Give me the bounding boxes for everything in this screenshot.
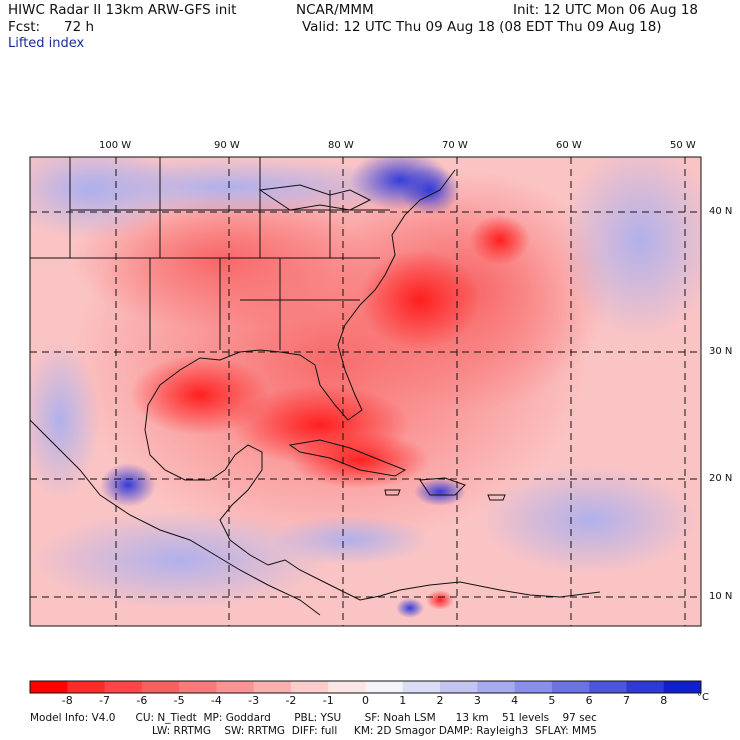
field-name: Lifted index — [8, 36, 85, 51]
colorbar-tick-label: 6 — [585, 694, 593, 707]
colorbar-swatch — [30, 681, 68, 693]
lon-label-90w: 90 W — [214, 140, 240, 151]
colorbar-tick-label: 4 — [511, 694, 519, 707]
plot-frame — [29, 156, 702, 627]
colorbar-swatch — [589, 681, 627, 693]
pos-region-southwest — [30, 340, 100, 500]
lat-label-40n: 40 N — [709, 206, 733, 217]
pos-region-central-atlantic — [480, 465, 700, 575]
forecast-hour: 72 h — [64, 19, 95, 35]
colorbar-swatch — [290, 681, 329, 693]
great-lakes — [258, 184, 372, 211]
model-info-line1: Model Info: V4.0 CU: N_Tiedt MP: Goddard… — [30, 712, 597, 724]
colorbar-tick-label: -4 — [210, 694, 222, 707]
pos-region-east-atlantic — [560, 157, 701, 340]
mexico-pacific-coast — [30, 419, 321, 616]
colorbar-tick-label: 3 — [473, 694, 481, 707]
coastlines — [30, 157, 601, 616]
colorbar-tick-label: -3 — [248, 694, 260, 707]
colorbar — [29, 680, 702, 694]
colorbar-swatch — [328, 681, 366, 693]
pos-region-ne-coast — [400, 165, 460, 215]
puerto-rico — [487, 494, 506, 501]
source-label: NCAR/MMM — [296, 2, 374, 18]
init-time: Init: 12 UTC Mon 06 Aug 18 — [513, 2, 698, 18]
colorbar-tick-label: 7 — [622, 694, 630, 707]
lat-lon-grid — [30, 157, 701, 626]
state-lines — [30, 157, 390, 350]
lat-label-20n: 20 N — [709, 473, 733, 484]
neg-core-gulf — [130, 355, 270, 435]
jamaica — [384, 489, 401, 496]
colorbar-tick-label: 2 — [436, 694, 444, 707]
neg-core-caribbean — [290, 432, 430, 488]
lat-label-10n: 10 N — [709, 591, 733, 602]
colorbar-tick-label: 1 — [399, 694, 407, 707]
colorbar-swatch — [514, 681, 553, 693]
colorbar-swatch — [551, 681, 590, 693]
lon-label-80w: 80 W — [328, 140, 354, 151]
colorbar-swatch — [440, 681, 478, 693]
cuba — [288, 439, 407, 477]
lon-label-70w: 70 W — [442, 140, 468, 151]
hispaniola — [419, 477, 466, 496]
lon-label-50w: 50 W — [670, 140, 696, 151]
colorbar-swatch — [179, 681, 217, 693]
colorbar-tick-label: 0 — [362, 694, 369, 707]
neg-core-gulfstream — [360, 250, 480, 350]
colorbar-swatch — [141, 681, 180, 693]
forecast-label: Fcst: — [8, 19, 41, 35]
model-title: HIWC Radar II 13km ARW-GFS init — [8, 2, 237, 18]
colorbar-swatch — [477, 681, 516, 693]
colorbar-tick-label: -1 — [322, 694, 334, 707]
colorbar-tick-label: -8 — [61, 694, 73, 707]
colorbar-swatch — [67, 681, 106, 693]
colorbar-swatch — [365, 681, 404, 693]
colorbar-unit: °C — [697, 692, 709, 703]
pos-region-northwest — [30, 157, 180, 240]
colorbar-swatch — [216, 681, 255, 693]
colorbar-swatch — [626, 681, 665, 693]
pos-region-hispaniola — [414, 478, 466, 506]
lat-label-30n: 30 N — [709, 346, 733, 357]
pos-region-caribbean-south — [270, 515, 430, 565]
colorbar-tick-label: -7 — [99, 694, 111, 707]
colorbar-frame — [29, 680, 702, 694]
colorbar-swatch — [663, 681, 702, 693]
colorbar-tick-label: -5 — [173, 694, 185, 707]
neg-core-offshore — [470, 215, 530, 265]
model-info-line2: LW: RRTMG SW: RRTMG DIFF: full KM: 2D Sm… — [152, 725, 597, 737]
neg-core-venezuela — [426, 590, 454, 610]
pos-region-colombia — [396, 598, 424, 618]
valid-time: Valid: 12 UTC Thu 09 Aug 18 (08 EDT Thu … — [302, 19, 662, 35]
pos-region-pacific — [30, 510, 330, 610]
us-east-coast — [314, 169, 456, 421]
colorbar-swatch — [253, 681, 292, 693]
colorbar-swatch — [104, 681, 143, 693]
colorbar-tick-label: 5 — [548, 694, 556, 707]
lon-label-100w: 100 W — [99, 140, 132, 151]
central-america-east — [267, 559, 601, 601]
colorbar-swatch — [402, 681, 441, 693]
gulf-coast — [144, 349, 316, 566]
pos-region-mexico — [100, 463, 156, 507]
lon-label-60w: 60 W — [556, 140, 582, 151]
colorbar-tick-label: 8 — [660, 694, 668, 707]
colorbar-tick-label: -2 — [285, 694, 297, 707]
colorbar-tick-label: -6 — [136, 694, 148, 707]
